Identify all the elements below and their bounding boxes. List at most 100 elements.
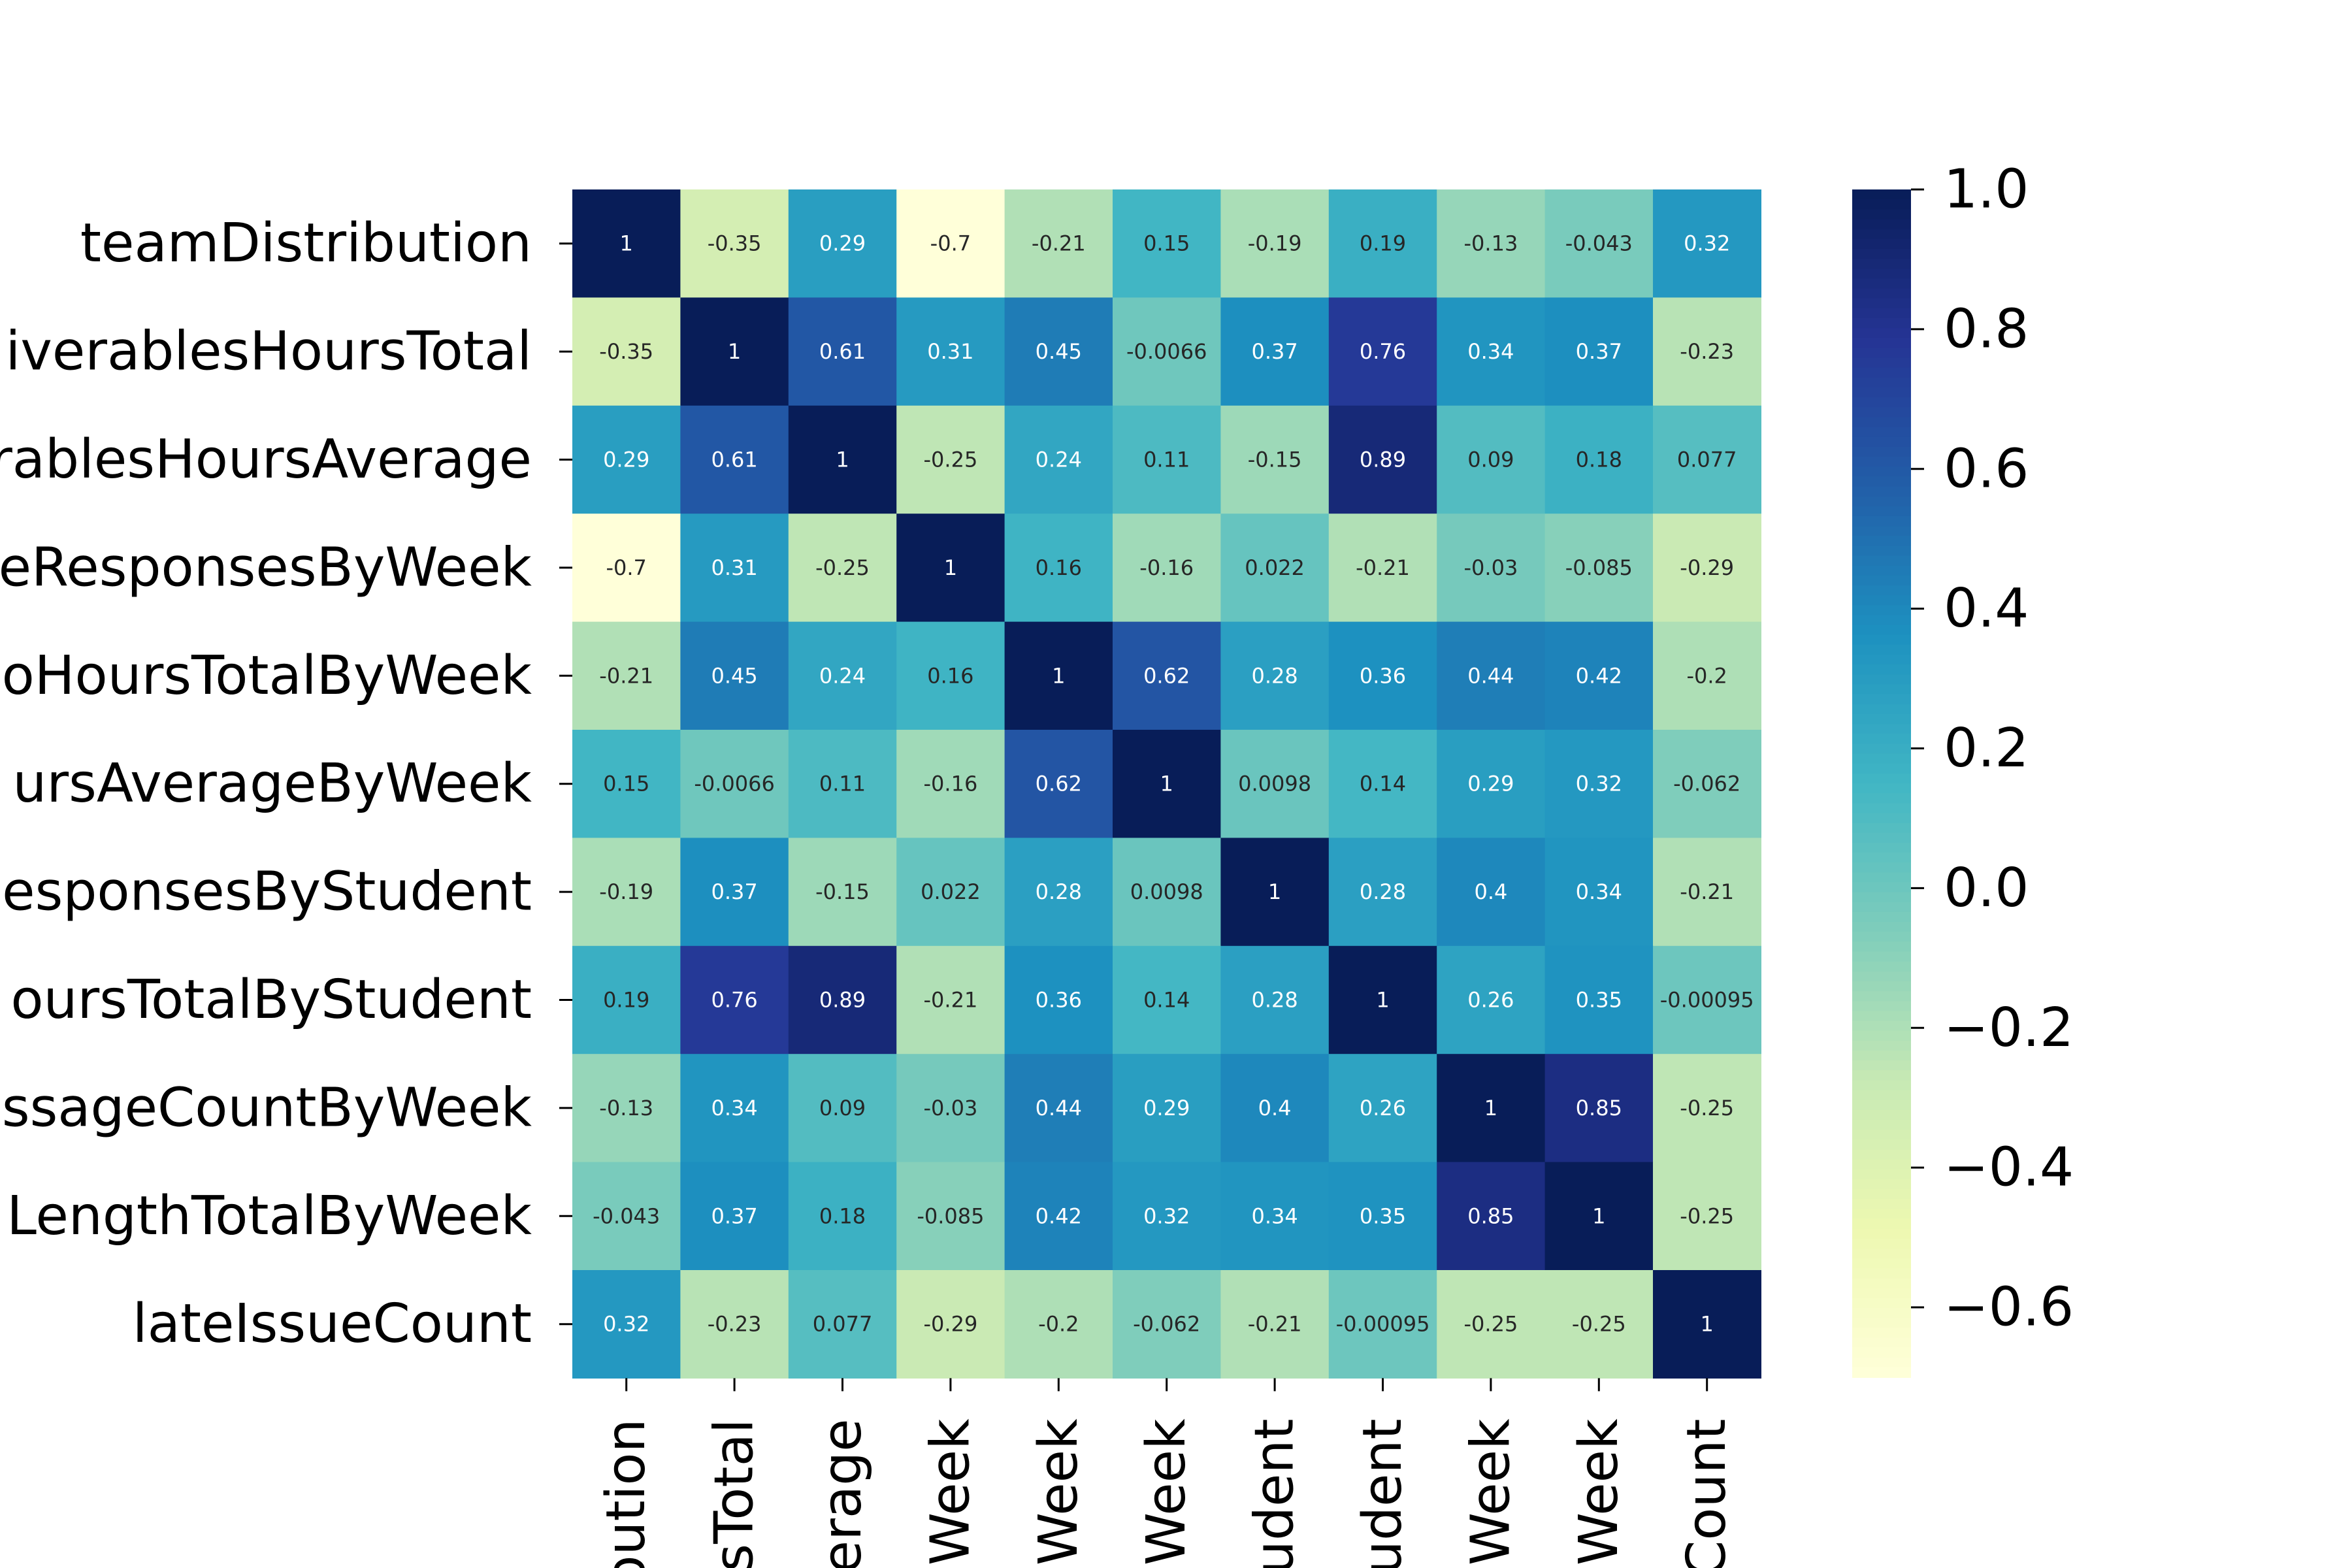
heatmap-cell: [1113, 621, 1221, 730]
colorbar-segment: [1852, 1109, 1911, 1121]
cell-value-label: 0.077: [813, 1312, 873, 1337]
heatmap-cell: [1113, 189, 1221, 298]
heatmap-cell: [1544, 405, 1654, 514]
colorbar-segment: [1852, 743, 1911, 755]
y-tick-label: teamDistribution: [80, 212, 532, 274]
cell-value-label: 0.45: [711, 663, 757, 688]
heatmap-cell: [1220, 1162, 1330, 1271]
heatmap-cell: [1544, 1054, 1654, 1163]
heatmap-cell: [1004, 621, 1113, 730]
colorbar-segment: [1852, 892, 1911, 903]
colorbar-segment: [1852, 387, 1911, 399]
cell-value-label: 0.32: [603, 1312, 649, 1337]
cell-value-label: 0.24: [819, 663, 866, 688]
cell-value-label: 0.28: [1360, 879, 1406, 904]
cell-value-label: 1: [1376, 988, 1389, 1013]
heatmap-cell: [1437, 514, 1546, 623]
colorbar-segment: [1852, 506, 1911, 517]
heatmap-cell: [572, 189, 681, 298]
colorbar-segment: [1852, 1070, 1911, 1081]
heatmap-cell: [1004, 297, 1113, 406]
colorbar-segment: [1852, 1100, 1911, 1111]
cell-value-label: -0.21: [599, 663, 653, 688]
heatmap-cell: [896, 1054, 1005, 1163]
x-tick-label: udent: [1244, 1418, 1306, 1568]
colorbar-segment: [1852, 1130, 1911, 1141]
heatmap-cell: [1544, 730, 1654, 838]
cell-value-label: -0.2: [1686, 663, 1727, 688]
cell-value-label: 0.022: [1245, 555, 1305, 580]
heatmap-cell: [1437, 945, 1546, 1054]
heatmap-cell: [572, 838, 681, 947]
colorbar-tick-label: −0.6: [1944, 1277, 2074, 1339]
heatmap-cell: [896, 405, 1005, 514]
heatmap-cell: [1437, 1270, 1546, 1379]
colorbar-segment: [1852, 308, 1911, 319]
colorbar-segment: [1852, 575, 1911, 586]
colorbar-segment: [1852, 427, 1911, 438]
heatmap-cell: [1653, 405, 1761, 514]
heatmap-cell: [1544, 1162, 1654, 1271]
heatmap-cell: [788, 405, 897, 514]
colorbar-segment: [1852, 803, 1911, 814]
heatmap-cell: [572, 945, 681, 1054]
colorbar-segment: [1852, 397, 1911, 408]
cell-value-label: 0.62: [1036, 772, 1082, 796]
x-tick-label: bution: [595, 1418, 657, 1568]
colorbar-segment: [1852, 615, 1911, 626]
cell-value-label: 1: [1052, 663, 1065, 688]
heatmap-cell: [1220, 621, 1330, 730]
y-tick-label: iverablesHoursTotal: [6, 321, 532, 383]
cell-value-label: 0.31: [927, 339, 973, 364]
heatmap-cell: [1004, 730, 1113, 838]
colorbar-segment: [1852, 1149, 1911, 1160]
x-tick-label: erage: [811, 1418, 874, 1568]
cell-value-label: -0.21: [924, 988, 978, 1013]
heatmap-cell: [896, 514, 1005, 623]
y-tick-label: lateIssueCount: [133, 1293, 532, 1355]
cell-value-label: 0.28: [1036, 879, 1082, 904]
cell-value-label: 0.37: [1251, 339, 1298, 364]
colorbar-segment: [1852, 753, 1911, 764]
colorbar-segment: [1852, 813, 1911, 824]
cell-value-label: 0.19: [1360, 231, 1406, 256]
colorbar-segment: [1852, 644, 1911, 656]
colorbar-segment: [1852, 1249, 1911, 1260]
heatmap-cell: [1220, 405, 1330, 514]
colorbar-segment: [1852, 367, 1911, 378]
colorbar: 1.0 0.8 0.6 0.4 0.2 0.0 −0.2 −0.4 −0.6: [1852, 159, 2074, 1378]
cell-value-label: 0.14: [1143, 988, 1190, 1013]
colorbar-segment: [1852, 248, 1911, 260]
cell-value-label: -0.00095: [1336, 1312, 1430, 1337]
colorbar-segment: [1852, 734, 1911, 745]
colorbar-segment: [1852, 318, 1911, 329]
x-axis: bution sTotal erage Week Week Week udent udent W…: [595, 1378, 1738, 1568]
heatmap-cell: [1220, 297, 1330, 406]
cell-value-label: 1: [1592, 1203, 1605, 1228]
cell-value-label: 0.34: [1576, 879, 1622, 904]
cell-value-label: 0.32: [1576, 772, 1622, 796]
cell-value-label: 0.4: [1474, 879, 1507, 904]
cell-value-label: -0.13: [1464, 231, 1518, 256]
colorbar-segment: [1852, 238, 1911, 250]
heatmap-cell: [680, 297, 789, 406]
cell-value-label: -0.29: [924, 1312, 978, 1337]
heatmap-cell: [1653, 1270, 1761, 1379]
heatmap-cell: [1004, 405, 1113, 514]
cell-value-label: -0.03: [1464, 555, 1518, 580]
heatmap-cell: [1653, 838, 1761, 947]
cell-value-label: 0.29: [603, 448, 649, 472]
cell-value-label: -0.35: [599, 339, 653, 364]
cell-value-label: 0.16: [927, 663, 973, 688]
colorbar-segment: [1852, 842, 1911, 854]
cell-value-label: -0.7: [606, 555, 646, 580]
colorbar-segment: [1852, 674, 1911, 685]
colorbar-segment: [1852, 1169, 1911, 1180]
cell-value-label: -0.2: [1038, 1312, 1079, 1337]
colorbar-segment: [1852, 436, 1911, 448]
colorbar-segment: [1852, 1238, 1911, 1250]
cell-value-label: 0.14: [1360, 772, 1406, 796]
cell-value-label: 0.32: [1143, 1203, 1190, 1228]
heatmap-cell: [1328, 621, 1437, 730]
colorbar-segment: [1852, 288, 1911, 299]
